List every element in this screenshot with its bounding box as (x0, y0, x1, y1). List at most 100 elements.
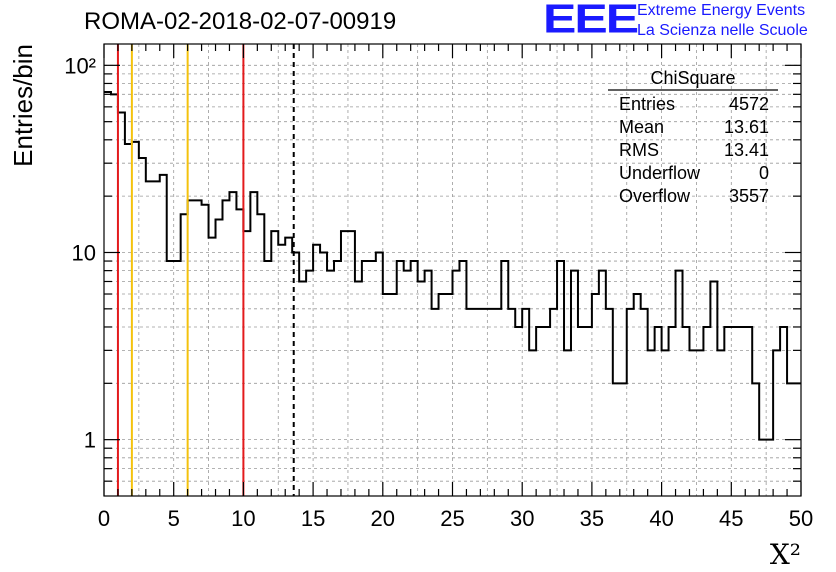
histogram-bin (655, 327, 662, 496)
histogram-bin (745, 327, 752, 496)
histogram-bin (320, 252, 327, 496)
histogram-bin (662, 350, 669, 496)
histogram-bin (209, 238, 216, 496)
histogram-bin (515, 327, 522, 496)
x-tick-label: 5 (168, 506, 180, 531)
histogram-bin (710, 281, 717, 496)
x-tick-label: 50 (789, 506, 813, 531)
histogram-bin (181, 214, 188, 496)
histogram-bin (717, 350, 724, 496)
stats-row-label: Mean (619, 117, 664, 137)
histogram-bin (146, 181, 153, 496)
logo-text-line-1: Extreme Energy Events (637, 2, 806, 19)
histogram-bin (250, 192, 257, 496)
histogram-bin (696, 350, 703, 496)
stats-box-title: ChiSquare (650, 68, 735, 88)
histogram-bin (703, 327, 710, 496)
x-tick-label: 15 (301, 506, 325, 531)
histogram-bin (689, 350, 696, 496)
histogram-bin (229, 192, 236, 496)
chart-title: ROMA-02-2018-02-07-00919 (84, 8, 397, 35)
stats-row-value: 3557 (729, 186, 769, 206)
histogram-bin (669, 327, 676, 496)
histogram-bin (522, 309, 529, 496)
stats-row-value: 4572 (729, 94, 769, 114)
x-tick-label: 40 (649, 506, 673, 531)
histogram-bin (299, 281, 306, 496)
stats-row-label: Underflow (619, 163, 701, 183)
stats-box: ChiSquare Entries 4572 Mean 13.61 RMS 13.41 Und… (608, 68, 778, 206)
histogram-bin (264, 261, 271, 496)
histogram-bin (543, 327, 550, 496)
histogram-bin (536, 327, 543, 496)
histogram-bin (411, 261, 418, 496)
x-axis-label: X² (770, 538, 801, 571)
stats-row-value: 0 (759, 163, 769, 183)
histogram-bin (313, 245, 320, 496)
histogram-bin (466, 309, 473, 496)
histogram-bin (731, 327, 738, 496)
x-tick-label: 30 (510, 506, 534, 531)
histogram-bin (195, 200, 202, 496)
x-tick-label: 25 (440, 506, 464, 531)
histogram-bin (780, 327, 787, 496)
histogram-bin (627, 309, 634, 496)
histogram-bin (118, 112, 125, 496)
histogram-outline (104, 91, 801, 441)
stats-row-label: Entries (619, 94, 675, 114)
histogram-bin (480, 309, 487, 496)
histogram-bin (648, 350, 655, 496)
stats-row-value: 13.61 (724, 117, 769, 137)
histogram-bin (439, 294, 446, 496)
histogram-bin (738, 327, 745, 496)
histogram-bin (473, 309, 480, 496)
histogram-bin (397, 261, 404, 496)
histogram-bin (188, 200, 195, 496)
histogram-bin (508, 309, 515, 496)
histogram-bin (278, 245, 285, 496)
histogram-bin (487, 309, 494, 496)
histogram-bin (529, 350, 536, 496)
x-tick-label: 35 (580, 506, 604, 531)
histogram-bin (634, 294, 641, 496)
histogram-bin (641, 309, 648, 496)
histogram-bin (724, 327, 731, 496)
reference-lines (116, 44, 295, 496)
histogram-bin (369, 261, 376, 496)
eee-logo: EEE (543, 0, 639, 42)
y-tick-label: 10 (72, 240, 96, 265)
histogram-bin (285, 238, 292, 496)
histogram-bin (222, 200, 229, 496)
x-tick-label: 10 (231, 506, 255, 531)
histogram-bin (334, 261, 341, 496)
histogram-bin (390, 294, 397, 496)
x-tick-label: 0 (98, 506, 110, 531)
histogram-bin (383, 294, 390, 496)
histogram-bin (592, 294, 599, 496)
histogram-bin (153, 181, 160, 496)
logo-text-line-2: La Scienza nelle Scuole (637, 22, 808, 39)
histogram-bin (362, 261, 369, 496)
histogram-bin (564, 350, 571, 496)
histogram-bin (355, 281, 362, 496)
y-tick-label: 1 (84, 428, 96, 453)
histogram-bin (606, 309, 613, 496)
histogram-bin (501, 261, 508, 496)
y-axis-label: Entries/bin (8, 44, 38, 167)
stats-row-value: 13.41 (724, 140, 769, 160)
histogram-bin (578, 327, 585, 496)
x-tick-label: 45 (719, 506, 743, 531)
histogram-bin (111, 94, 118, 496)
histogram-bin (432, 309, 439, 496)
histogram-bin (167, 261, 174, 496)
histogram-bin (376, 252, 383, 496)
histogram-bin (125, 144, 132, 496)
x-tick-label: 20 (371, 506, 395, 531)
stats-row-label: Overflow (619, 186, 691, 206)
histogram-bin (132, 142, 139, 496)
histogram-bin (494, 309, 501, 496)
histogram-bin (446, 294, 453, 496)
histogram-bin (418, 281, 425, 496)
stats-row-label: RMS (619, 140, 659, 160)
